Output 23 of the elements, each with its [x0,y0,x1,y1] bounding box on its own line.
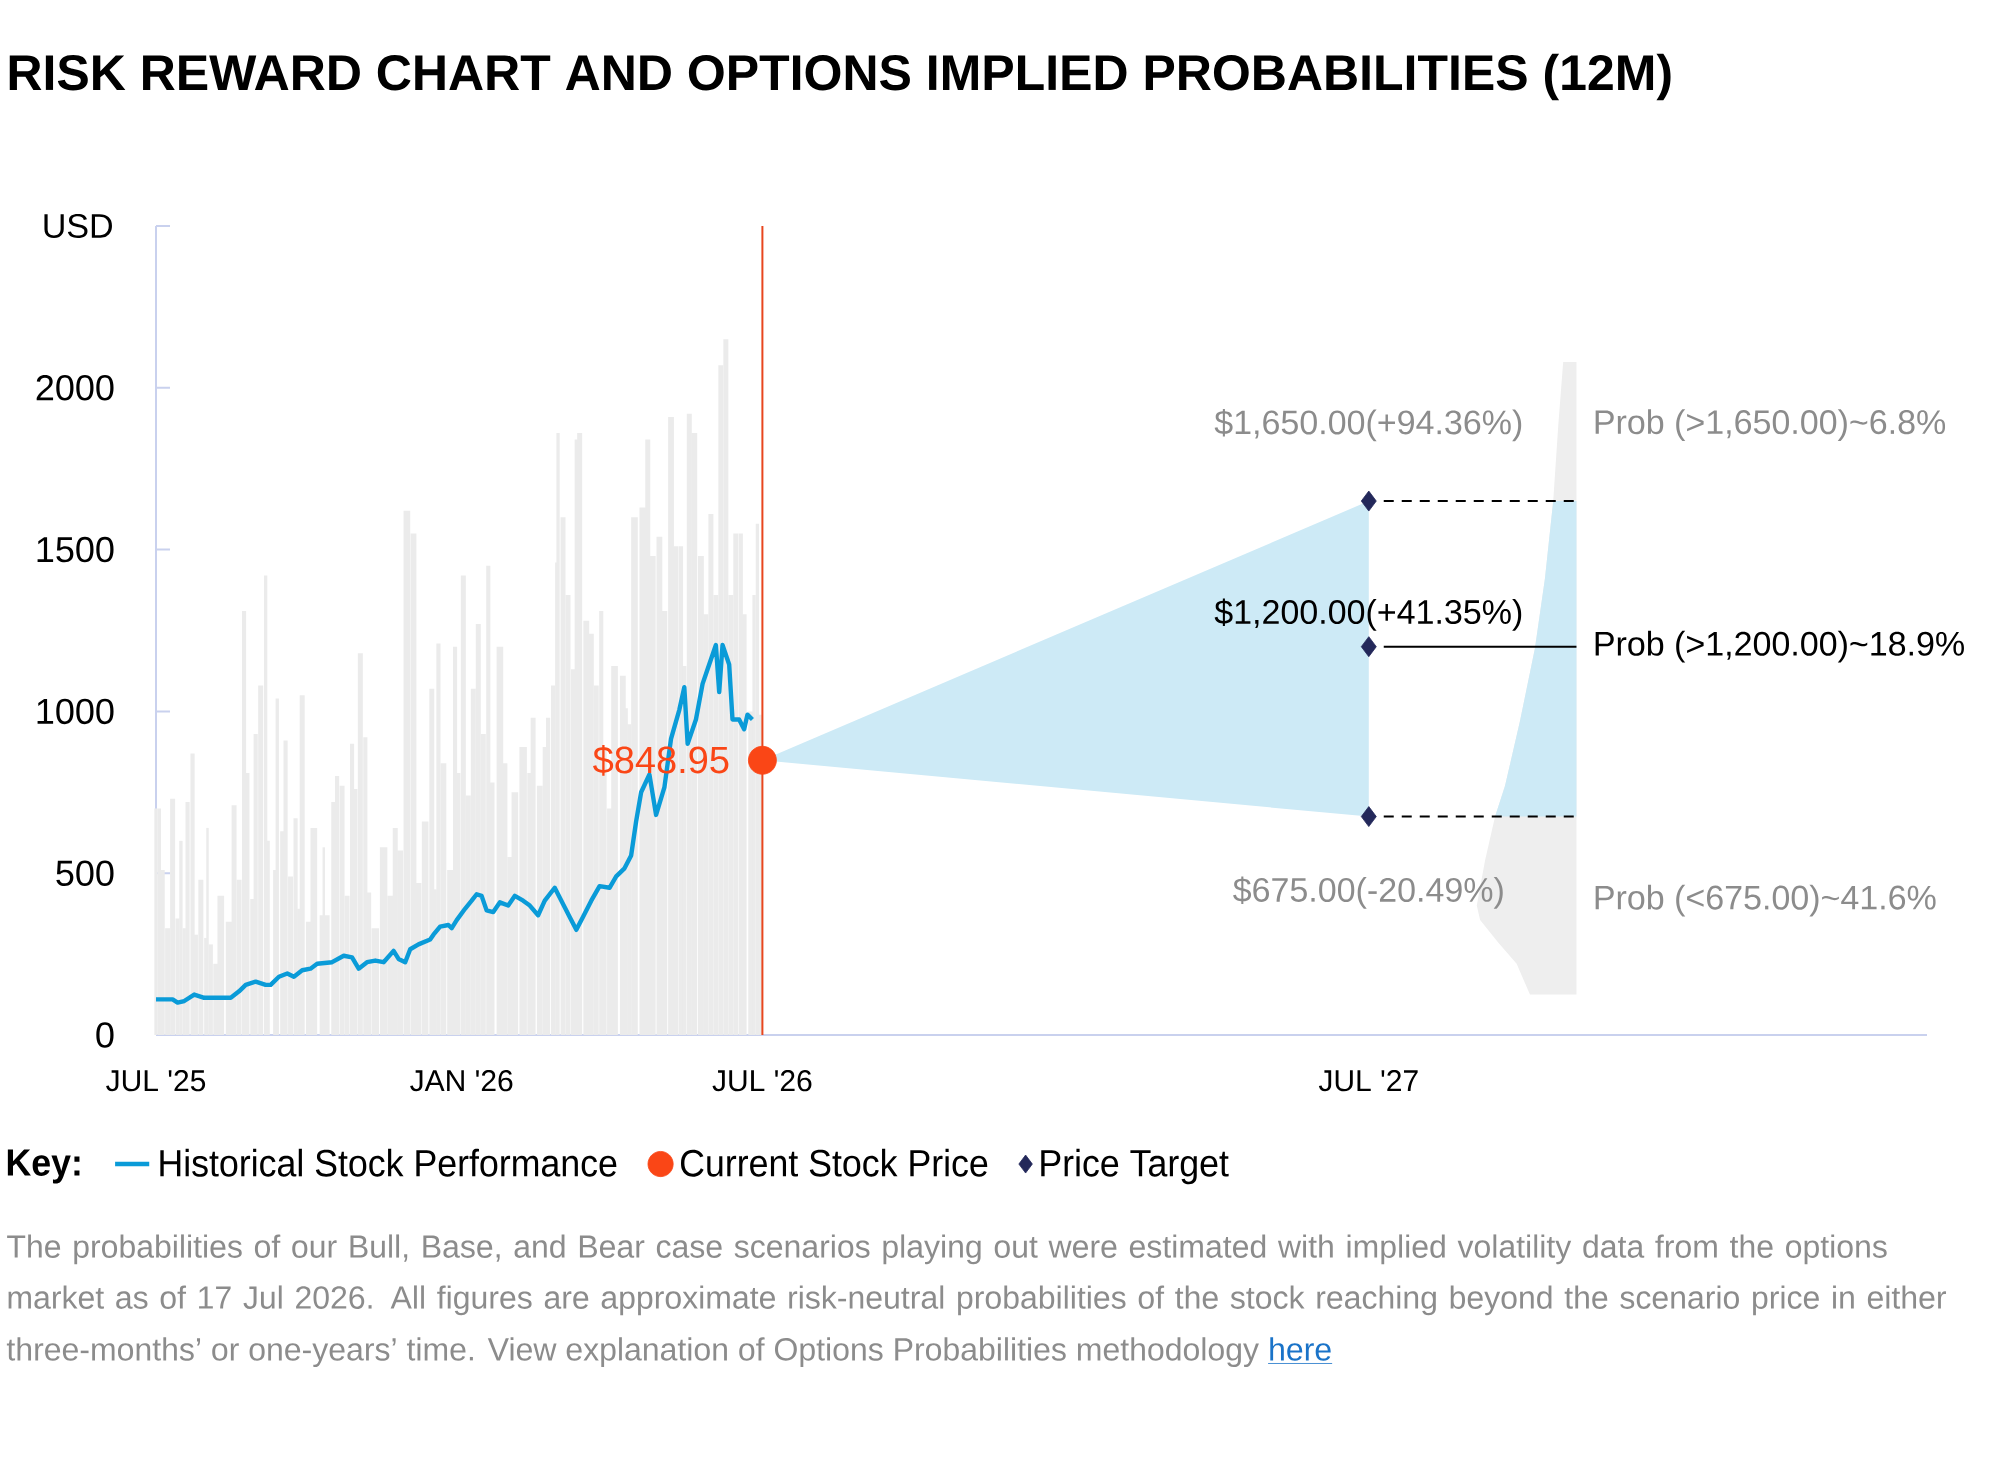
y-tick-label: 1500 [37,536,114,563]
legend-label: Historical Stock Performance [160,1148,617,1177]
y-tick-label: 1000 [37,698,114,725]
data-label: $675.00(-20.49%) [1233,876,1503,909]
y-tick-label: 0 [96,1022,114,1048]
data-label: Prob (>1,200.00)~18.9% [1595,630,1964,663]
text: three-months’ or one-years’ time. View explanation of Options Probabilities methodology [6,1337,1259,1368]
x-tick-label: JUL '25 [106,1070,206,1092]
x-tick-label: JAN '26 [410,1070,513,1092]
legend-title: Key: [7,1149,80,1184]
text: here [1270,1337,1331,1361]
y-axis-title: USD [44,213,112,239]
x-tick-label: JUL '26 [712,1070,812,1092]
legend-label: Price Target [1041,1148,1229,1185]
data-label: Prob (>1,650.00)~6.8% [1595,409,1946,441]
y-tick-label: 500 [56,860,114,886]
legend-label: Current Stock Price [681,1148,988,1177]
data-label: $1,650.00(+94.36%) [1214,408,1522,442]
data-label: $1,200.00(+41.35%) [1214,598,1522,631]
x-tick-label: JUL '27 [1318,1070,1418,1092]
y-tick-label: 2000 [36,375,114,401]
chart-title: RISK REWARD CHART AND OPTIONS IMPLIED PROBABILITIES (12M) [9,53,1671,101]
data-label: Prob (<675.00)~41.6% [1595,884,1936,917]
